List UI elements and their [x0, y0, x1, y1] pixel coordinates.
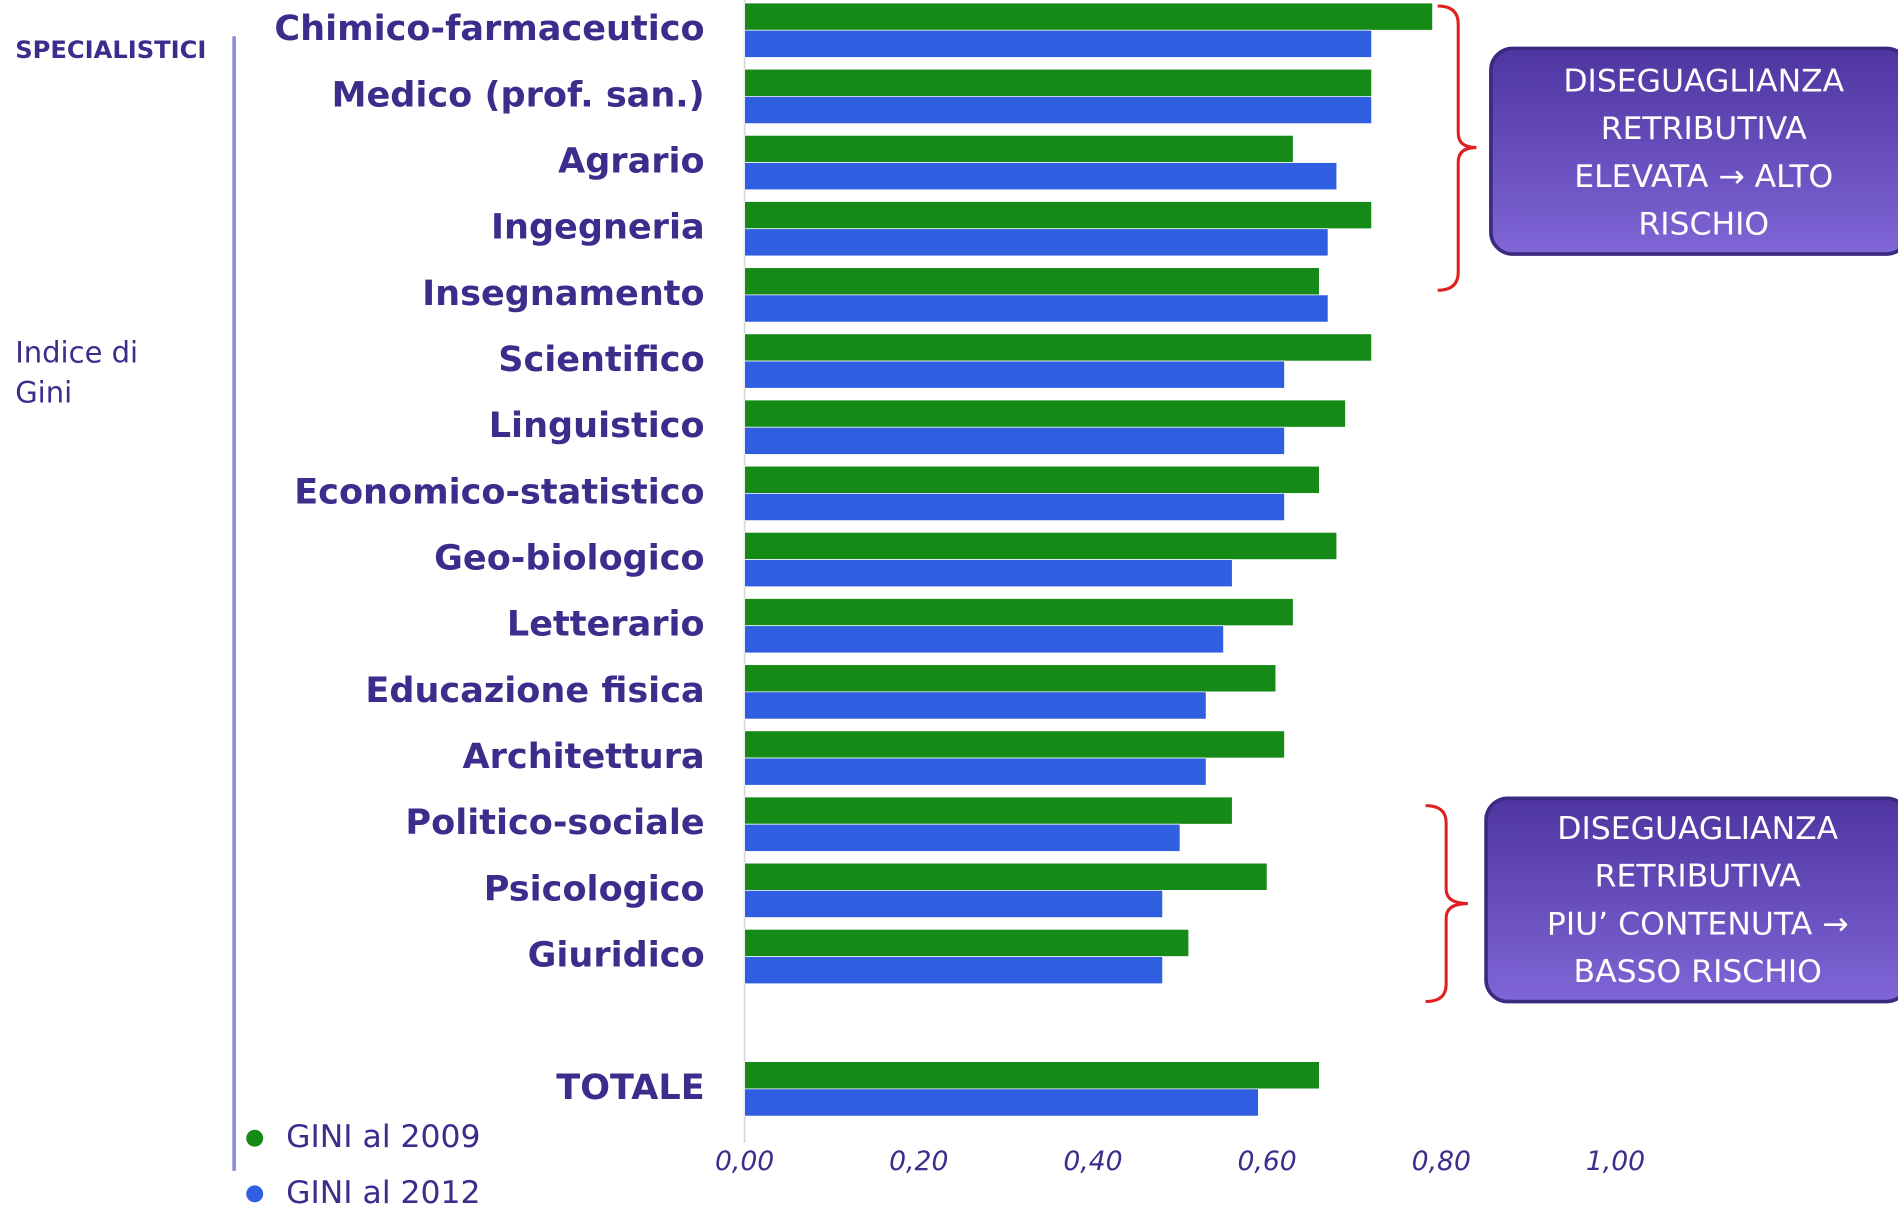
brace [1437, 4, 1477, 292]
bar [744, 956, 1163, 985]
x-tick-label: 0,20 [889, 1146, 948, 1177]
bar [744, 757, 1207, 786]
bar [744, 360, 1285, 389]
category-label: Geo-biologico [434, 538, 705, 579]
bar [744, 559, 1233, 588]
bar [744, 201, 1372, 230]
annotation-text: ELEVATA → ALTO [1574, 159, 1833, 195]
bar [744, 294, 1329, 323]
bar [744, 823, 1181, 852]
bar [744, 625, 1224, 654]
side-label: SPECIALISTICI [15, 36, 206, 64]
bar [744, 1088, 1259, 1117]
annotation-box [1489, 46, 1898, 256]
category-label: Educazione fisica [365, 670, 704, 711]
bar [744, 399, 1346, 428]
category-label: Scientifico [498, 339, 704, 380]
legend-marker [246, 1129, 264, 1147]
annotation-box [1484, 796, 1898, 1004]
bar [744, 730, 1285, 759]
bar [744, 493, 1285, 521]
category-label: Medico (prof. san.) [332, 74, 705, 115]
category-label: Economico-statistico [294, 471, 704, 512]
legend-label: GINI al 2012 [286, 1175, 480, 1211]
bar [744, 862, 1268, 891]
bar [744, 598, 1294, 627]
bar [744, 664, 1277, 693]
category-label: Architettura [462, 736, 704, 777]
category-label: Letterario [507, 604, 705, 645]
bar [744, 134, 1294, 163]
annotation-text: PIU’ CONTENUTA → [1547, 906, 1849, 942]
axis-title: Gini [15, 375, 72, 409]
x-tick-label: 0,40 [1063, 1146, 1122, 1177]
brace [1425, 804, 1468, 1004]
category-label: Giuridico [528, 935, 705, 976]
category-label: Ingegneria [491, 207, 705, 248]
legend-marker [246, 1185, 264, 1203]
bar [744, 796, 1233, 825]
bar [744, 228, 1329, 257]
bar [744, 890, 1163, 918]
bar [744, 162, 1338, 191]
bar [744, 2, 1433, 31]
annotation-text: RETRIBUTIVA [1595, 859, 1802, 895]
x-tick-label: 0,00 [715, 1146, 774, 1177]
annotation-text: RISCHIO [1638, 207, 1769, 243]
bar [744, 68, 1372, 97]
bar [744, 29, 1372, 58]
category-label: Linguistico [489, 405, 705, 446]
bar [744, 465, 1320, 494]
legend-label: GINI al 2009 [286, 1119, 480, 1155]
annotation-text: DISEGUAGLIANZA [1563, 63, 1844, 99]
category-label: Insegnamento [422, 273, 705, 314]
bar [744, 333, 1372, 362]
annotation-text: BASSO RISCHIO [1574, 954, 1822, 990]
annotation-text: DISEGUAGLIANZA [1557, 811, 1838, 847]
x-tick-label: 0,80 [1412, 1146, 1471, 1177]
category-label: TOTALE [556, 1067, 704, 1108]
bar [744, 426, 1285, 455]
category-label: Chimico-farmaceutico [274, 8, 704, 49]
category-label: Psicologico [484, 868, 705, 909]
x-tick-label: 1,00 [1586, 1146, 1645, 1177]
bar [744, 531, 1338, 560]
axis-title: Indice di [15, 335, 138, 369]
bar [744, 928, 1190, 957]
bar [744, 267, 1320, 296]
bar [744, 691, 1207, 720]
category-label: Agrario [558, 141, 705, 182]
bar [744, 96, 1372, 124]
annotation-text: RETRIBUTIVA [1601, 111, 1808, 147]
x-tick-label: 0,60 [1237, 1146, 1296, 1177]
category-label: Politico-sociale [405, 802, 704, 843]
bar [744, 1061, 1320, 1090]
